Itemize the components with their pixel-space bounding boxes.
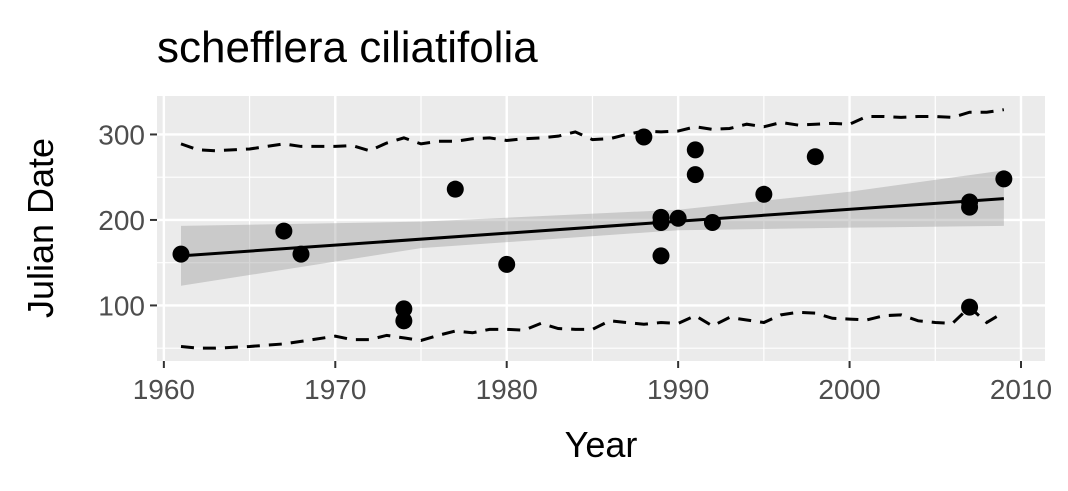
trend-line-layer <box>180 197 1004 258</box>
data-point <box>395 300 413 318</box>
trend-line <box>180 197 1004 258</box>
data-point <box>498 255 516 273</box>
data-point <box>172 245 190 263</box>
x-tick-label: 1970 <box>304 374 366 405</box>
grid-major <box>157 96 1045 361</box>
y-tick-label: 200 <box>98 205 145 236</box>
data-point <box>275 222 293 240</box>
y-tick-label: 100 <box>98 290 145 321</box>
y-axis: 100 200 300 <box>98 119 157 321</box>
x-tick-label: 2000 <box>818 374 880 405</box>
data-point <box>652 214 670 232</box>
data-point <box>635 128 653 146</box>
lower-quantile-line <box>180 305 1005 350</box>
data-point <box>755 185 773 203</box>
upper-quantile-line <box>180 108 1005 153</box>
data-point <box>292 245 310 263</box>
y-tick-label: 300 <box>98 119 145 150</box>
data-point <box>995 170 1013 188</box>
data-point <box>703 214 721 232</box>
data-point <box>669 209 687 227</box>
x-axis: 1960 1970 1980 1990 2000 2010 <box>133 361 1052 405</box>
x-tick-label: 2010 <box>990 374 1052 405</box>
data-point <box>395 312 413 330</box>
x-axis-title: Year <box>565 424 638 465</box>
x-tick-label: 1960 <box>133 374 195 405</box>
y-axis-title: Julian Date <box>20 138 61 318</box>
data-point <box>686 141 704 159</box>
quantile-lines-layer <box>180 108 1005 350</box>
points-layer <box>172 128 1013 330</box>
data-point <box>686 166 704 184</box>
data-point <box>806 148 824 166</box>
data-point <box>961 298 979 316</box>
data-point <box>446 180 464 198</box>
data-point <box>652 247 670 265</box>
data-point <box>961 198 979 216</box>
x-tick-label: 1990 <box>647 374 709 405</box>
chart-title: schefflera ciliatifolia <box>157 23 538 72</box>
x-tick-label: 1980 <box>476 374 538 405</box>
